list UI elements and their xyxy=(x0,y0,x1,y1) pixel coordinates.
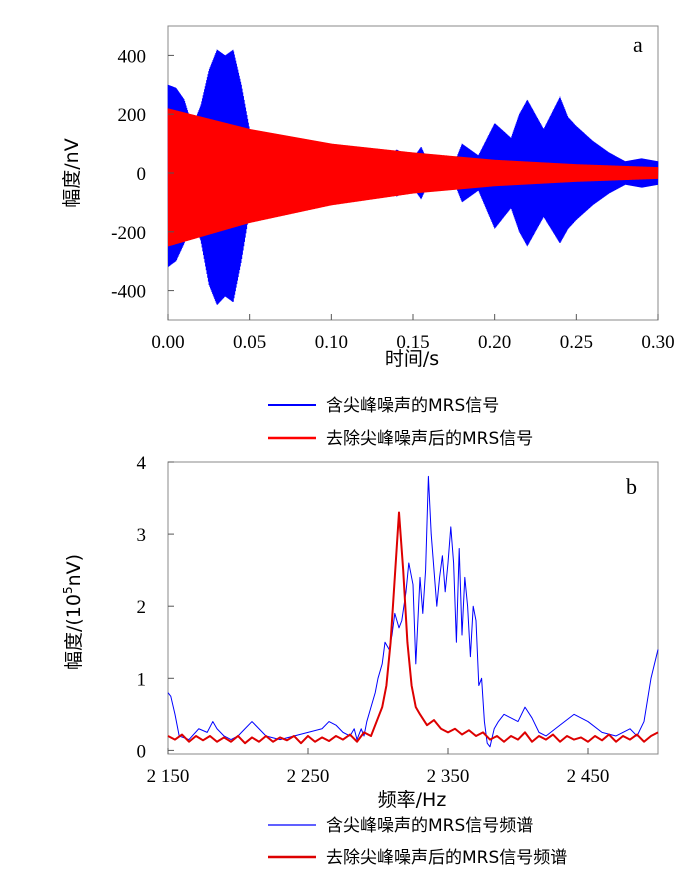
panel-a-series-layer xyxy=(167,49,659,305)
panel-b-y-axis-title-superscript: 5 xyxy=(61,586,75,594)
panel-b-x-tick-label: 2 350 xyxy=(427,766,470,787)
panel-a-legend-label-blue: 含尖峰噪声的MRS信号 xyxy=(326,396,499,416)
panel-b-y-tick-label: 1 xyxy=(137,669,147,690)
panel-a-y-tick-label: -400 xyxy=(111,282,146,303)
panel-a-x-tick-label: 0.20 xyxy=(478,332,511,353)
panel-a-legend-label-red: 去除尖峰噪声后的MRS信号 xyxy=(326,429,533,449)
panel-b-label: b xyxy=(626,474,637,499)
panel-a-x-tick-label: 0.15 xyxy=(396,332,429,353)
panel-b-x-axis-title: 频率/Hz xyxy=(378,789,447,811)
panel-b-ticks: 2 150 2 250 2 350 2 450 4 3 2 1 0 xyxy=(137,453,610,787)
panel-a-x-tick-label: 0.05 xyxy=(233,332,266,353)
panel-b-x-tick-label: 2 150 xyxy=(147,766,190,787)
panel-a-y-tick-label: 200 xyxy=(118,105,147,126)
panel-a-x-axis-title: 时间/s xyxy=(385,348,439,370)
panel-a-x-tick-label: 0.00 xyxy=(151,332,184,353)
panel-a-x-tick-label: 0.30 xyxy=(641,332,674,353)
panel-a-ticks: 0.00 0.05 0.10 0.15 0.20 0.25 0.30 400 200 0 -200 -… xyxy=(111,46,674,353)
panel-b-x-tick-label: 2 450 xyxy=(567,766,610,787)
panel-b-y-tick-label: 2 xyxy=(137,597,147,618)
panel-a-y-tick-label: 400 xyxy=(118,46,147,67)
panel-a-x-tick-label: 0.25 xyxy=(560,332,593,353)
panel-b-legend-label-red: 去除尖峰噪声后的MRS信号频谱 xyxy=(326,848,567,868)
panel-b-legend: 含尖峰噪声的MRS信号频谱 去除尖峰噪声后的MRS信号频谱 xyxy=(268,816,567,868)
panel-b-y-axis-title: 幅度/(105nV) xyxy=(61,554,85,670)
panel-b-series-layer xyxy=(167,475,659,748)
panel-b-y-tick-label: 4 xyxy=(137,453,147,474)
panel-a: 0.00 0.05 0.10 0.15 0.20 0.25 0.30 400 200 0 -200 -… xyxy=(61,25,675,370)
panel-a-legend: 含尖峰噪声的MRS信号 去除尖峰噪声后的MRS信号 xyxy=(268,396,533,449)
panel-a-y-tick-label: -200 xyxy=(111,223,146,244)
panel-b-series-clean-spectrum-line xyxy=(167,511,659,745)
panel-a-y-tick-label: 0 xyxy=(137,164,147,185)
panel-a-y-axis-title: 幅度/nV xyxy=(61,138,83,207)
panel-a-series-clean-line xyxy=(167,108,659,247)
panel-b-frame xyxy=(167,461,659,755)
panel-b-y-tick-label: 0 xyxy=(137,741,147,762)
panel-b-legend-label-blue: 含尖峰噪声的MRS信号频谱 xyxy=(326,816,533,836)
panel-b-y-axis-title-main: 幅度/(10 xyxy=(63,594,85,670)
panel-b-x-tick-label: 2 250 xyxy=(287,766,330,787)
panel-b-series-noisy-spectrum-line xyxy=(167,475,659,748)
panel-a-x-tick-label: 0.10 xyxy=(315,332,348,353)
panel-b: 2 150 2 250 2 350 2 450 4 3 2 1 0 b 频率/Hz 幅度/(10… xyxy=(61,453,659,811)
panel-a-label: a xyxy=(633,32,643,57)
panel-b-y-axis-title-tail: nV) xyxy=(63,554,85,586)
panel-b-y-tick-label: 3 xyxy=(137,525,147,546)
